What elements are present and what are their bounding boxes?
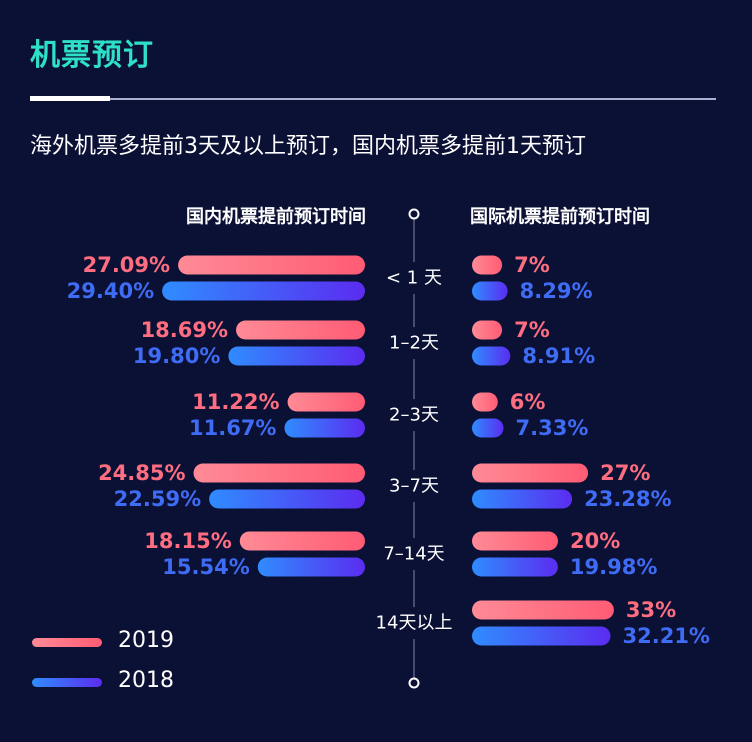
category-label: 3–7天 xyxy=(389,476,439,497)
international-value-label-2019: 7% xyxy=(514,253,550,277)
international-bar-2019 xyxy=(472,320,503,340)
category-label: 7–14天 xyxy=(383,544,444,565)
international-bar-2019 xyxy=(472,392,498,412)
domestic-value-label-2018: 19.80% xyxy=(133,344,220,368)
international-value-label-2019: 20% xyxy=(570,529,620,553)
international-value-label-2019: 33% xyxy=(626,598,676,622)
domestic-value-label-2019: 18.69% xyxy=(141,318,228,342)
domestic-value-label-2018: 15.54% xyxy=(162,555,249,579)
domestic-value-label-2019: 18.15% xyxy=(144,529,231,553)
international-bar-2018 xyxy=(472,557,558,577)
category-label-background xyxy=(364,327,464,359)
international-bar-2018 xyxy=(472,626,611,646)
page-subtitle: 海外机票多提前3天及以上预订，国内机票多提前1天预订 xyxy=(30,134,586,159)
domestic-value-label-2018: 29.40% xyxy=(67,279,154,303)
domestic-bar-2019 xyxy=(239,531,365,551)
international-bar-2019 xyxy=(472,463,589,483)
international-value-label-2018: 23.28% xyxy=(584,487,671,511)
international-panel-title: 国际机票提前预订时间 xyxy=(470,206,650,228)
international-value-label-2019: 6% xyxy=(510,390,546,414)
category-label: 2–3天 xyxy=(389,405,439,426)
domestic-bar-2019 xyxy=(193,463,365,483)
legend-label-2019: 2019 xyxy=(118,628,174,653)
category-label-background xyxy=(364,399,464,431)
category-label-background xyxy=(364,607,464,639)
international-bar-2019 xyxy=(472,255,503,275)
domestic-value-label-2018: 11.67% xyxy=(189,416,276,440)
legend-swatch-2019 xyxy=(32,638,102,647)
domestic-panel-title: 国内机票提前预订时间 xyxy=(186,206,366,228)
international-bar-2018 xyxy=(472,418,504,438)
legend-swatch-2018 xyxy=(32,678,102,687)
domestic-bar-2018 xyxy=(228,346,365,366)
domestic-bar-2019 xyxy=(236,320,365,340)
international-value-label-2018: 8.29% xyxy=(520,279,593,303)
category-label-background xyxy=(364,470,464,502)
domestic-bar-2019 xyxy=(178,255,365,275)
legend-label-2018: 2018 xyxy=(118,668,174,693)
page-title: 机票预订 xyxy=(30,38,154,73)
domestic-value-label-2019: 24.85% xyxy=(98,461,185,485)
international-value-label-2018: 19.98% xyxy=(570,555,657,579)
domestic-bar-2018 xyxy=(257,557,365,577)
title-divider-accent xyxy=(30,96,110,101)
domestic-bar-2018 xyxy=(209,489,365,509)
international-value-label-2018: 32.21% xyxy=(623,624,710,648)
category-label-background xyxy=(364,262,464,294)
international-bar-2018 xyxy=(472,346,511,366)
axis-top-marker xyxy=(408,208,420,220)
axis-bottom-marker xyxy=(408,677,420,689)
international-value-label-2019: 7% xyxy=(514,318,550,342)
international-value-label-2018: 7.33% xyxy=(516,416,589,440)
international-value-label-2019: 27% xyxy=(600,461,650,485)
international-bar-2019 xyxy=(472,600,614,620)
category-label: 1–2天 xyxy=(389,333,439,354)
international-bar-2018 xyxy=(472,489,573,509)
category-label: < 1 天 xyxy=(386,268,442,289)
domestic-value-label-2018: 22.59% xyxy=(114,487,201,511)
domestic-bar-2018 xyxy=(162,281,365,301)
domestic-bar-2018 xyxy=(284,418,365,438)
international-bar-2018 xyxy=(472,281,508,301)
domestic-value-label-2019: 11.22% xyxy=(192,390,279,414)
domestic-value-label-2019: 27.09% xyxy=(83,253,170,277)
international-value-label-2018: 8.91% xyxy=(522,344,595,368)
category-label-background xyxy=(364,538,464,570)
category-label: 14天以上 xyxy=(376,613,453,634)
international-bar-2019 xyxy=(472,531,558,551)
title-divider xyxy=(30,98,716,100)
domestic-bar-2019 xyxy=(287,392,365,412)
